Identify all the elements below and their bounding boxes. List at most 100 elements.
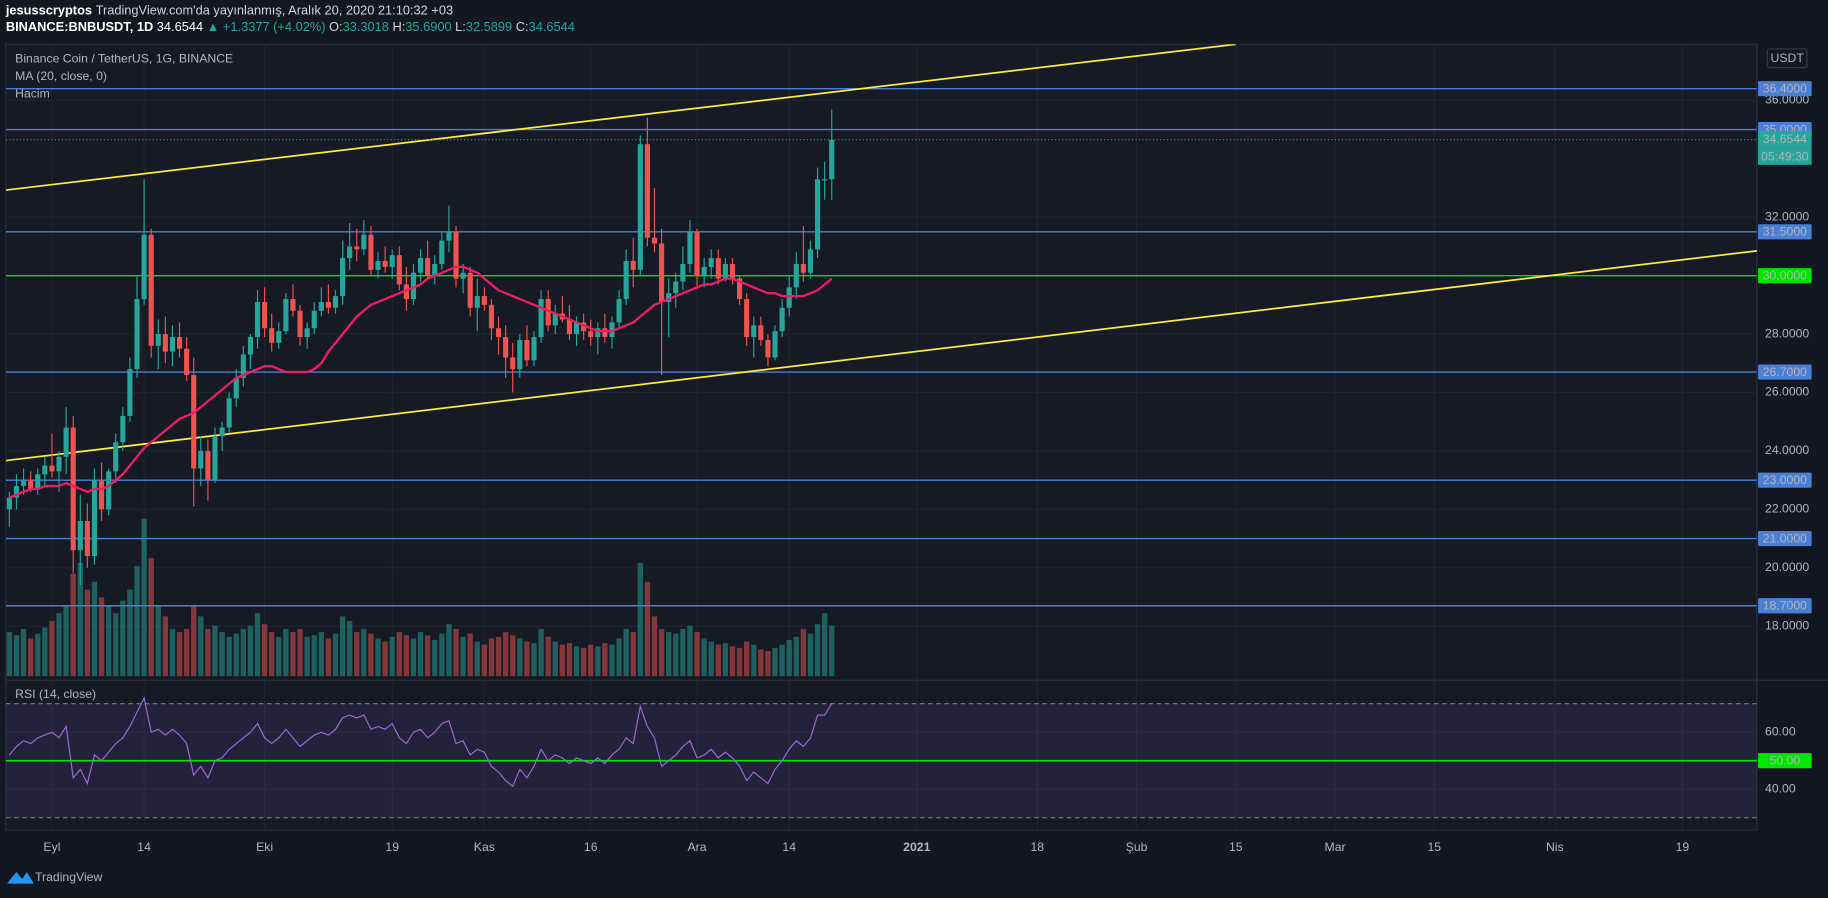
candle-body — [176, 337, 183, 349]
candle-body — [822, 179, 828, 181]
x-tick-label: 15 — [1428, 840, 1442, 854]
volume-bar — [162, 616, 169, 677]
volume-bar — [375, 638, 381, 677]
candle-body — [368, 234, 374, 270]
volume-bar — [361, 628, 367, 677]
volume-bar — [488, 638, 495, 677]
candle-body — [361, 234, 367, 250]
x-tick-label: Şub — [1126, 840, 1148, 854]
volume-bar — [354, 632, 360, 677]
x-tick-label: 18 — [1031, 840, 1045, 854]
candle-body — [729, 263, 736, 279]
price-pane — [5, 44, 1757, 677]
candle-body — [91, 480, 98, 557]
volume-bar — [63, 605, 69, 677]
volume-bar — [751, 644, 757, 677]
candle-body — [701, 266, 707, 276]
level-label-box — [1758, 598, 1812, 614]
candle-body — [552, 313, 558, 326]
rsi-line — [8, 696, 833, 788]
candle-body — [722, 263, 728, 279]
rsi-legend: RSI (14, close) — [15, 687, 96, 701]
candle-body — [651, 237, 658, 244]
volume-bar — [98, 597, 105, 677]
volume-bar — [531, 643, 537, 677]
volume-bar — [651, 616, 658, 677]
candle-body — [637, 144, 643, 270]
logo[interactable]: TradingView — [7, 870, 102, 884]
volume-bar — [318, 632, 325, 677]
volume-bar — [474, 641, 480, 677]
candle-body — [184, 348, 190, 375]
level-label-box — [1758, 530, 1812, 547]
volume-bar — [254, 613, 261, 677]
volume-bar — [439, 633, 445, 677]
candle-body — [113, 442, 119, 472]
volume-bar — [666, 632, 672, 677]
volume-bar — [588, 644, 594, 677]
level-label-box — [1758, 224, 1812, 240]
candle-body — [439, 240, 445, 264]
candle-body — [63, 427, 69, 457]
y-tick-label: 28.0000 — [1765, 326, 1809, 340]
volume-bar — [538, 628, 544, 677]
candle-body — [495, 328, 502, 338]
candle-body — [418, 258, 424, 273]
volume-bar — [396, 632, 402, 677]
ma-line — [8, 265, 833, 499]
candle-body — [630, 261, 636, 270]
volume-bar — [247, 625, 254, 677]
ohlc-key: O: — [329, 19, 343, 34]
candle-body — [70, 427, 76, 551]
candle-body — [786, 287, 792, 308]
candle-body — [283, 299, 289, 332]
y-tick-label: 40.00 — [1765, 781, 1796, 795]
author[interactable]: jesusscryptos — [5, 3, 92, 18]
volume-bar — [453, 628, 459, 677]
trendline — [5, 249, 1757, 462]
x-tick-label: Eyl — [43, 840, 60, 854]
candle-body — [467, 272, 473, 308]
header-line-1: jesusscryptos TradingView.com'da yayınla… — [5, 3, 453, 18]
volume-bar — [432, 639, 438, 677]
candle-body — [354, 246, 360, 250]
volume-bar — [134, 565, 140, 677]
volume-bar — [637, 562, 644, 677]
volume-bar — [559, 644, 566, 677]
candle-body — [609, 322, 615, 338]
volume-bar — [212, 625, 218, 677]
candle-body — [410, 272, 417, 300]
volume-bar — [602, 643, 608, 677]
candle-body — [106, 471, 112, 510]
candle-body — [807, 249, 814, 273]
candle-body — [247, 337, 253, 355]
candle-body — [141, 234, 147, 300]
candle-body — [127, 369, 133, 416]
volume-bar — [708, 641, 714, 677]
x-tick-label: 19 — [1676, 840, 1690, 854]
volume-bar — [42, 627, 48, 677]
candle-body — [765, 339, 771, 358]
volume-bar — [148, 558, 154, 677]
candle-body — [566, 319, 573, 335]
volume-bar — [410, 638, 417, 677]
candle-body — [488, 304, 495, 329]
currency-box[interactable] — [1766, 48, 1808, 69]
chart-area — [5, 43, 1758, 831]
candle-body — [602, 328, 608, 338]
volume-bar — [205, 628, 211, 677]
candle-body — [432, 263, 438, 276]
x-tick-label: Kas — [474, 840, 495, 854]
candle-body — [290, 299, 296, 311]
level-label: 50.00 — [1770, 754, 1801, 768]
volume-bar — [240, 628, 247, 677]
volume-bar — [269, 632, 275, 677]
candle-body — [13, 485, 20, 498]
candle-body — [694, 231, 700, 276]
currency: USDT — [1771, 51, 1805, 65]
candle-body — [800, 263, 806, 273]
ohlc-value: 33.3018 — [343, 19, 389, 34]
candle-body — [233, 377, 239, 399]
volume-bar — [644, 581, 651, 677]
level-label: 36.4000 — [1763, 82, 1807, 96]
